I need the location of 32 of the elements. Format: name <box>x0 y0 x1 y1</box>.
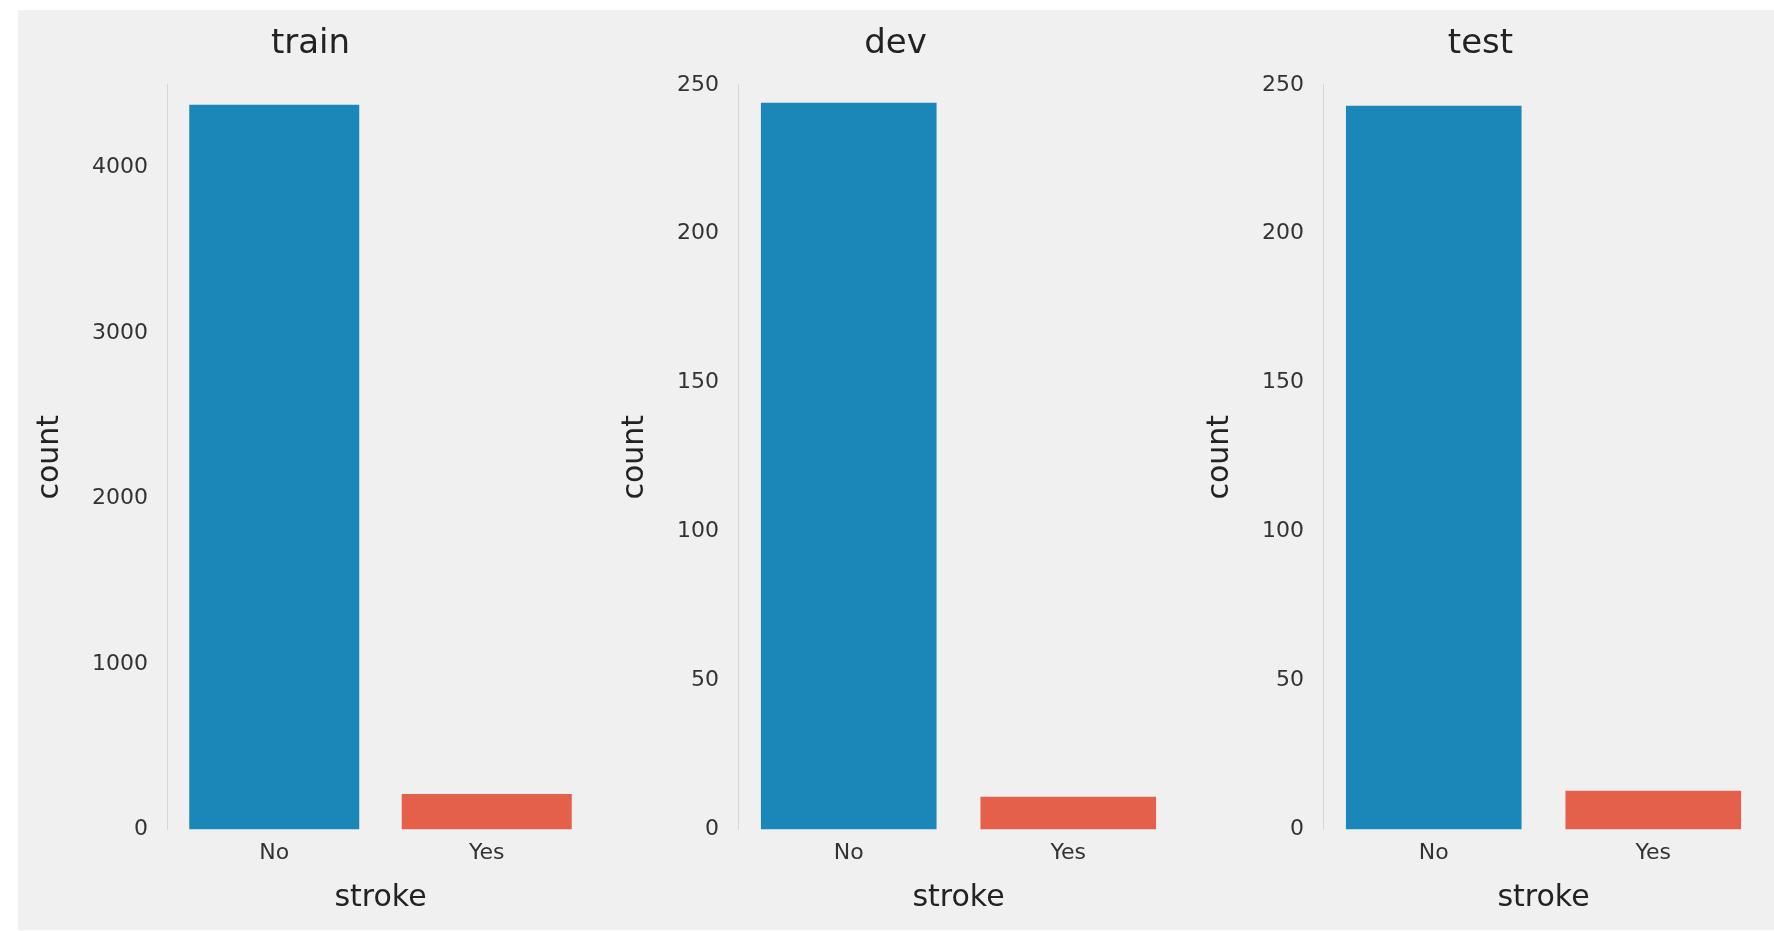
y-tick-label: 50 <box>1275 666 1304 692</box>
y-tick-label: 150 <box>1261 368 1304 394</box>
x-axis-title: stroke <box>912 877 1005 913</box>
chart-title: dev <box>864 21 927 62</box>
y-tick-label: 2000 <box>91 484 148 510</box>
chart-title: test <box>1447 21 1514 62</box>
y-tick-label: 150 <box>676 368 719 394</box>
x-tick-label: Yes <box>467 838 505 864</box>
x-tick-label: Yes <box>1634 838 1672 864</box>
y-tick-label: 200 <box>676 219 719 245</box>
y-tick-label: 3000 <box>91 318 148 344</box>
chart-title: train <box>270 21 351 62</box>
y-tick-label: 250 <box>676 70 719 96</box>
y-tick-label: 200 <box>1261 219 1304 245</box>
y-tick-label: 1000 <box>91 649 148 675</box>
x-tick-label: Yes <box>1049 838 1087 864</box>
x-tick-label: No <box>1418 838 1449 864</box>
x-tick-label: No <box>259 838 290 864</box>
y-tick-label: 4000 <box>91 153 148 179</box>
x-axis-title: stroke <box>1497 877 1590 913</box>
y-tick-label: 100 <box>676 517 719 543</box>
y-tick-label: 0 <box>704 815 719 841</box>
y-tick-label: 0 <box>133 815 148 841</box>
y-axis-title: count <box>614 414 650 500</box>
y-tick-label: 50 <box>690 666 719 692</box>
x-tick-label: No <box>833 838 864 864</box>
y-tick-label: 100 <box>1261 517 1304 543</box>
y-tick-label: 250 <box>1261 70 1304 96</box>
y-axis-title: count <box>29 414 65 500</box>
y-axis-title: count <box>1199 414 1235 500</box>
y-tick-label: 0 <box>1289 815 1304 841</box>
x-axis-title: stroke <box>334 877 427 913</box>
